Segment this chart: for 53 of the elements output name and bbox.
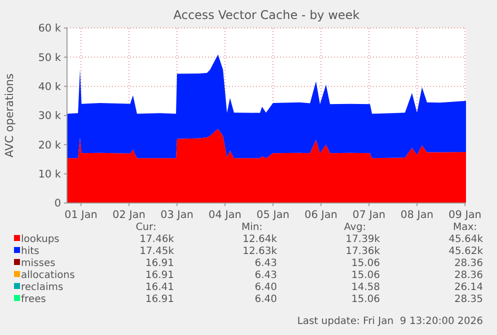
- text: 6.40: [254, 282, 277, 293]
- text: 45.62k: [448, 246, 484, 257]
- text: Max:: [452, 222, 478, 233]
- text: 17.46k: [140, 234, 174, 245]
- text: 15.06: [351, 294, 380, 305]
- text: 28.35: [454, 294, 483, 305]
- text: 16.91: [145, 258, 174, 269]
- y-tick-label: 20 k: [38, 139, 62, 152]
- y-tick-label: 0: [54, 198, 61, 210]
- x-tick-label: 07 Jan: [352, 209, 386, 221]
- y-tick-label: 10 k: [38, 168, 62, 181]
- text: 28.36: [454, 270, 483, 281]
- text: 17.36k: [346, 246, 380, 257]
- text: 16.41: [145, 282, 174, 293]
- text: 17.45k: [140, 246, 174, 257]
- text: 6.43: [254, 270, 277, 281]
- text: Last update: Fri Jan 9 13:20:00 2026: [297, 316, 483, 327]
- text: 15.06: [351, 258, 380, 269]
- text: 12.63k: [242, 246, 278, 257]
- text: 14.58: [351, 282, 380, 293]
- x-tick-label: 08 Jan: [400, 209, 434, 221]
- y-tick-label: 50 k: [38, 52, 62, 64]
- text: 16.91: [145, 270, 174, 281]
- x-tick-label: 04 Jan: [208, 209, 242, 221]
- text: Cur:: [136, 222, 156, 233]
- text: Avg:: [344, 222, 366, 233]
- legend-label: hits: [21, 246, 40, 257]
- text: 12.64k: [242, 234, 278, 245]
- text: 28.36: [454, 258, 483, 269]
- y-tick-label: 30 k: [38, 110, 62, 122]
- chart-title: Access Vector Cache - by week: [173, 8, 360, 22]
- text: 45.64k: [448, 234, 484, 245]
- legend-label: lookups: [21, 234, 60, 245]
- text: 16.91: [145, 294, 174, 305]
- text: 17.39k: [346, 234, 380, 245]
- x-tick-label: 02 Jan: [112, 209, 146, 221]
- y-axis-title: AVC operations: [3, 73, 16, 158]
- text: 6.40: [254, 294, 277, 305]
- y-tick-label: 60 k: [38, 22, 62, 35]
- text: 15.06: [351, 270, 380, 281]
- text: Min:: [241, 222, 263, 233]
- x-tick-label: 09 Jan: [448, 209, 482, 221]
- legend-label: allocations: [21, 270, 75, 281]
- text: 26.14: [454, 282, 483, 293]
- legend-label: misses: [21, 258, 56, 269]
- x-tick-label: 06 Jan: [304, 209, 338, 221]
- x-tick-label: 01 Jan: [64, 209, 98, 221]
- text: 6.43: [254, 258, 277, 269]
- legend-label: reclaims: [21, 282, 64, 293]
- legend-label: frees: [21, 294, 46, 305]
- x-tick-label: 03 Jan: [160, 209, 194, 221]
- y-tick-label: 40 k: [38, 81, 62, 94]
- x-tick-label: 05 Jan: [256, 209, 290, 221]
